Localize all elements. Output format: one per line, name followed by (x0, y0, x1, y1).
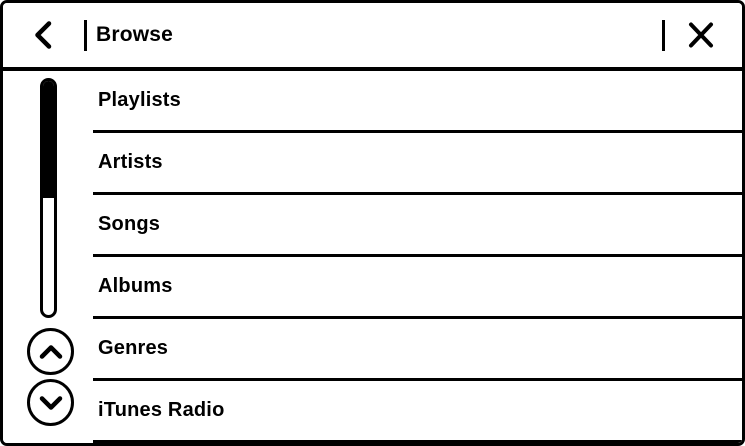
scrollbar-thumb[interactable] (43, 81, 54, 198)
page-title: Browse (96, 23, 174, 46)
header-divider-left (84, 19, 87, 51)
header: Browse (3, 3, 742, 71)
list-item-label: Genres (98, 337, 169, 359)
list-item[interactable]: Playlists (93, 71, 742, 133)
chevron-down-icon (39, 395, 62, 410)
list-item-label: Playlists (98, 89, 181, 111)
chevron-left-icon (35, 21, 52, 49)
close-button[interactable] (687, 21, 715, 49)
content-area: Playlists Artists Songs Albums Genres iTunes … (3, 71, 742, 443)
list-item-label: Artists (98, 151, 163, 173)
back-button[interactable] (33, 20, 53, 50)
close-icon (689, 22, 713, 48)
list-item[interactable]: iTunes Radio (93, 381, 742, 443)
list-item[interactable]: Albums (93, 257, 742, 319)
list-item-label: iTunes Radio (98, 399, 225, 421)
scroll-up-button[interactable] (27, 328, 74, 375)
list-item-label: Songs (98, 213, 161, 235)
scrollbar[interactable] (40, 78, 57, 318)
header-divider-right (662, 19, 665, 51)
chevron-up-icon (39, 344, 62, 359)
browse-list: Playlists Artists Songs Albums Genres iTunes … (93, 71, 742, 443)
list-item[interactable]: Genres (93, 319, 742, 381)
scroll-down-button[interactable] (27, 379, 74, 426)
list-item[interactable]: Artists (93, 133, 742, 195)
list-item-label: Albums (98, 275, 173, 297)
list-item[interactable]: Songs (93, 195, 742, 257)
